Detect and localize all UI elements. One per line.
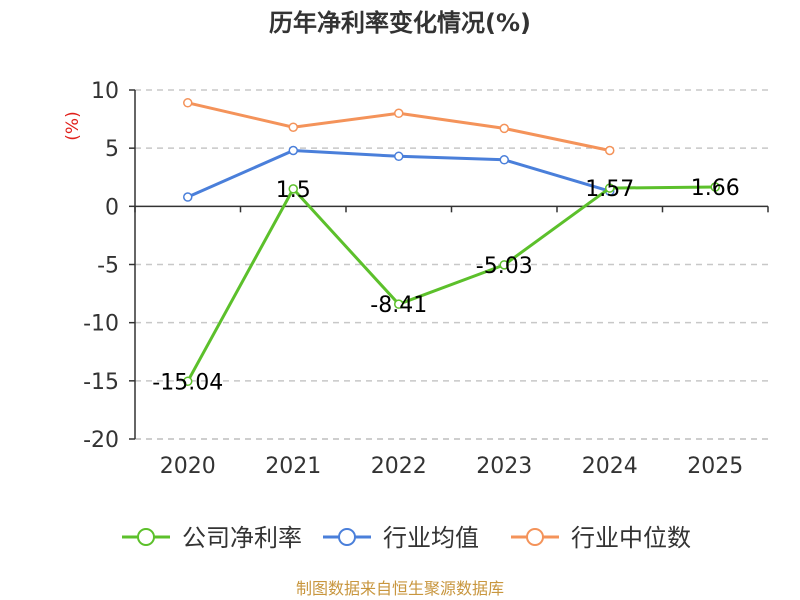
data-label: 1.5	[276, 178, 311, 203]
legend: 公司净利率 行业均值 行业中位数	[122, 524, 691, 552]
y-tick-label: 5	[105, 137, 119, 162]
x-tick-label: 2023	[476, 454, 532, 479]
chart-title: 历年净利率变化情况(%)	[269, 9, 531, 37]
y-tick-label: 10	[91, 79, 119, 104]
y-tick-label: -10	[83, 312, 119, 337]
y-tick-label: -20	[83, 428, 119, 453]
data-point	[710, 182, 720, 192]
data-point	[183, 376, 193, 387]
data-point	[288, 184, 298, 194]
data-point	[288, 145, 298, 156]
data-label: -8.41	[370, 293, 427, 318]
legend-label: 行业中位数	[571, 524, 691, 552]
legend-label: 公司净利率	[182, 524, 302, 552]
grid-lines	[135, 89, 768, 440]
x-tick-label: 2025	[687, 454, 743, 479]
data-point	[183, 98, 193, 108]
data-label: 1.66	[691, 176, 740, 201]
data-point	[394, 299, 404, 309]
y-tick-label: -5	[97, 254, 119, 279]
data-point	[499, 155, 509, 165]
data-point	[499, 260, 509, 270]
x-tick-label: 2021	[265, 454, 321, 479]
data-point	[605, 183, 615, 193]
data-point	[394, 108, 404, 119]
x-tick-label: 2024	[582, 454, 638, 479]
series-line	[186, 185, 716, 383]
legend-marker	[338, 528, 356, 546]
axes: 10 5 0 -5 -10 -15 -20 2020 2021 2022 2023 2024 2025	[83, 79, 769, 479]
source-note: 制图数据来自恒生聚源数据库	[296, 579, 504, 598]
data-label: -5.03	[476, 254, 533, 279]
data-label: 1.57	[585, 177, 634, 202]
legend-marker	[137, 528, 155, 546]
data-point	[288, 122, 298, 132]
data-label: -15.04	[152, 370, 223, 395]
data-point	[499, 123, 509, 134]
legend-label: 行业均值	[383, 524, 479, 552]
y-tick-label: -15	[83, 370, 119, 395]
data-point	[605, 145, 615, 156]
y-axis-label: (%)	[63, 111, 83, 140]
data-point	[183, 192, 193, 202]
y-tick-label: 0	[105, 195, 119, 220]
data-labels: -15.04 1.5 -8.41 -5.03 1.57 1.66	[152, 176, 739, 395]
data-point	[394, 151, 404, 162]
legend-marker	[526, 528, 544, 546]
x-tick-label: 2022	[371, 454, 427, 479]
x-tick-label: 2020	[160, 454, 216, 479]
series-layer	[183, 98, 720, 387]
